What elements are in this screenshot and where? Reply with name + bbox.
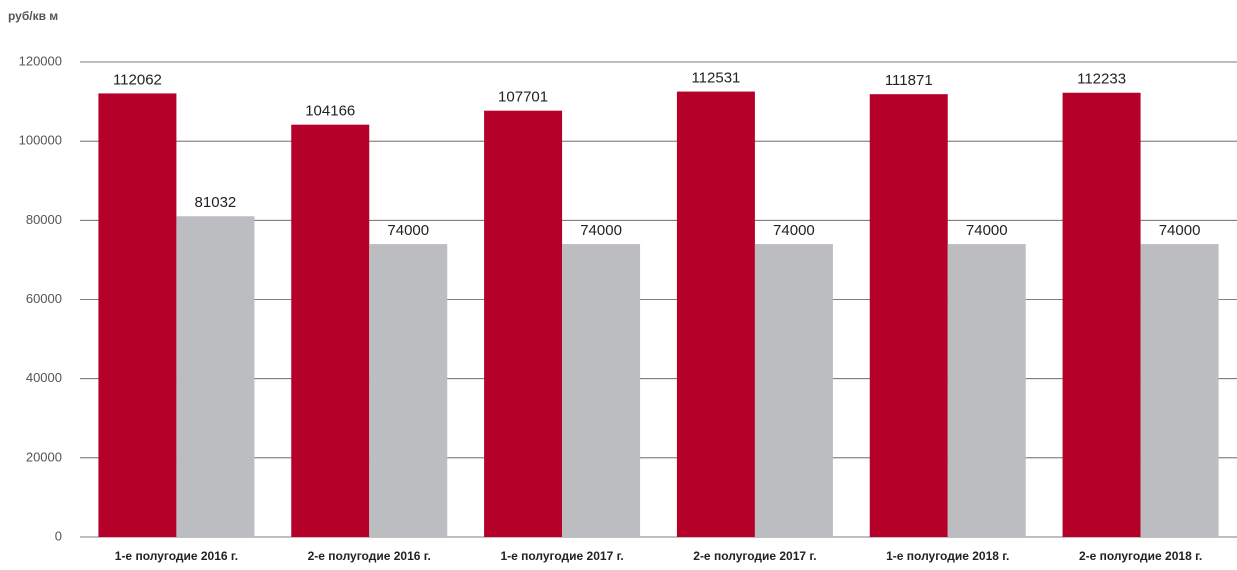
bar (1140, 244, 1219, 538)
y-tick-label: 40000 (26, 370, 62, 385)
bar (484, 110, 563, 538)
value-label: 112233 (1077, 71, 1126, 88)
y-tick-label: 80000 (26, 212, 62, 227)
x-tick-label: 1-е полугодие 2018 г. (886, 549, 1009, 563)
bar (1062, 92, 1141, 537)
x-tick-label: 2-е полугодие 2016 г. (308, 549, 431, 563)
bar (369, 244, 448, 538)
bar (562, 244, 641, 538)
x-tick-label: 1-е полугодие 2016 г. (115, 549, 238, 563)
bar (291, 124, 370, 538)
value-label: 81032 (195, 194, 237, 211)
bar (754, 244, 833, 538)
bar (176, 216, 255, 537)
value-label: 74000 (580, 222, 622, 239)
x-tick-label: 2-е полугодие 2017 г. (693, 549, 816, 563)
y-tick-label: 0 (55, 528, 62, 543)
value-label: 74000 (773, 222, 815, 239)
y-tick-label: 20000 (26, 449, 62, 464)
value-label: 112062 (113, 71, 162, 88)
value-label: 74000 (387, 222, 429, 239)
value-label: 74000 (1159, 222, 1201, 239)
value-label: 74000 (966, 222, 1008, 239)
bar (869, 94, 948, 537)
value-label: 111871 (885, 72, 933, 89)
y-tick-label: 120000 (19, 53, 62, 68)
bar (676, 91, 755, 537)
value-label: 107701 (498, 89, 548, 106)
value-label: 104166 (305, 103, 355, 120)
y-tick-label: 60000 (26, 291, 62, 306)
y-tick-label: 100000 (19, 133, 62, 148)
y-axis-label: руб/кв м (8, 9, 58, 23)
value-label: 112531 (691, 70, 740, 87)
x-tick-label: 1-е полугодие 2017 г. (500, 549, 623, 563)
bar (947, 244, 1026, 538)
bar (98, 93, 177, 537)
x-tick-label: 2-е полугодие 2018 г. (1079, 549, 1202, 563)
